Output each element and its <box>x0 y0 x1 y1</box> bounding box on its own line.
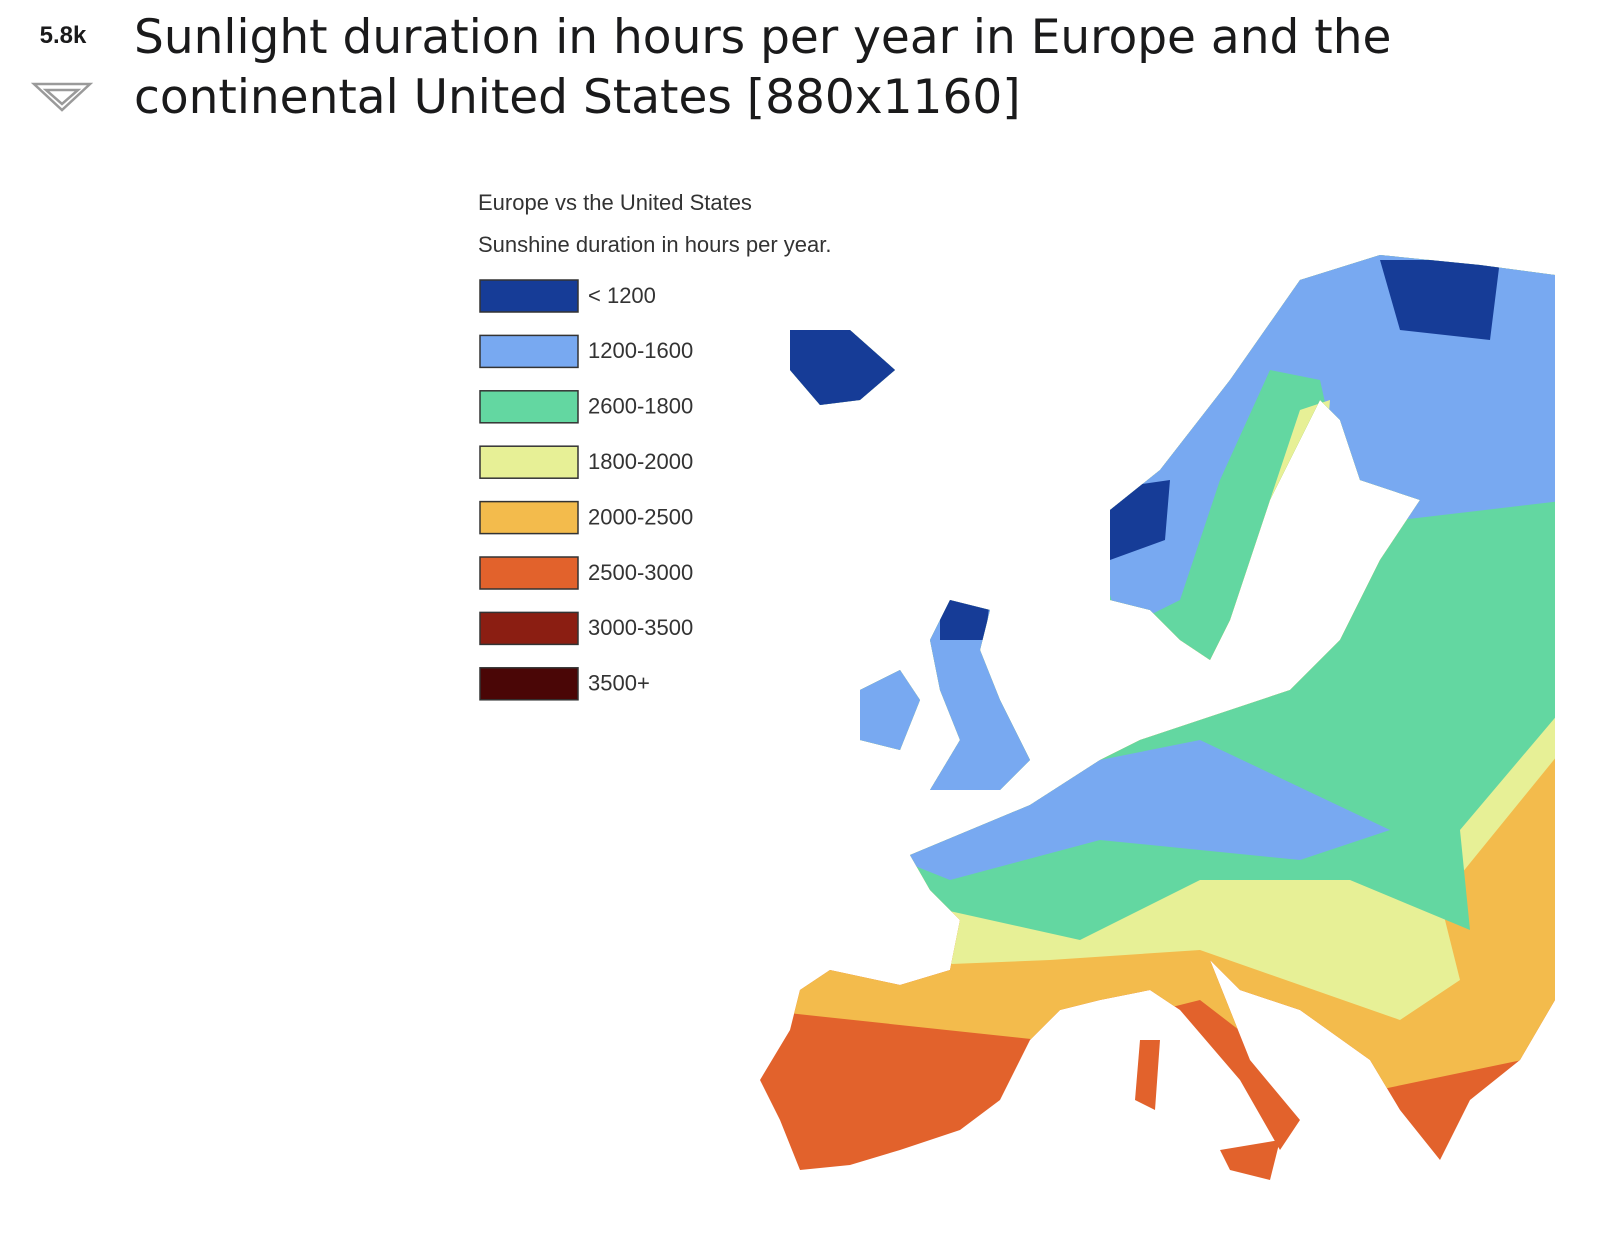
map-title: Europe vs the United States <box>478 190 752 215</box>
legend-label: 3500+ <box>588 671 650 696</box>
legend-swatch <box>479 445 579 479</box>
downvote[interactable] <box>30 78 94 114</box>
legend-swatch <box>479 279 579 313</box>
legend-label: 2000-2500 <box>588 504 693 529</box>
legend-label: 1200-1600 <box>588 338 693 363</box>
legend-label: 2500-3000 <box>588 560 693 585</box>
legend-swatch <box>479 611 579 646</box>
score: 5.8k <box>39 22 87 49</box>
legend-swatch <box>479 390 579 424</box>
legend-label: < 1200 <box>588 283 656 308</box>
legend-swatch <box>479 556 579 590</box>
legend: < 1200 1200-1600 2600-1800 1800-2000 2000-25… <box>479 279 693 701</box>
legend-swatch <box>479 500 579 535</box>
post-title[interactable]: Sunlight duration in hours per year in E… <box>134 10 1392 125</box>
map-regions <box>760 255 1555 1180</box>
map-subtitle: Sunshine duration in hours per year. <box>478 232 831 257</box>
legend-label: 3000-3500 <box>588 615 693 640</box>
legend-label: 1800-2000 <box>588 449 693 474</box>
legend-swatch <box>479 667 579 701</box>
legend-swatch <box>479 334 579 369</box>
legend-label: 2600-1800 <box>588 394 693 419</box>
